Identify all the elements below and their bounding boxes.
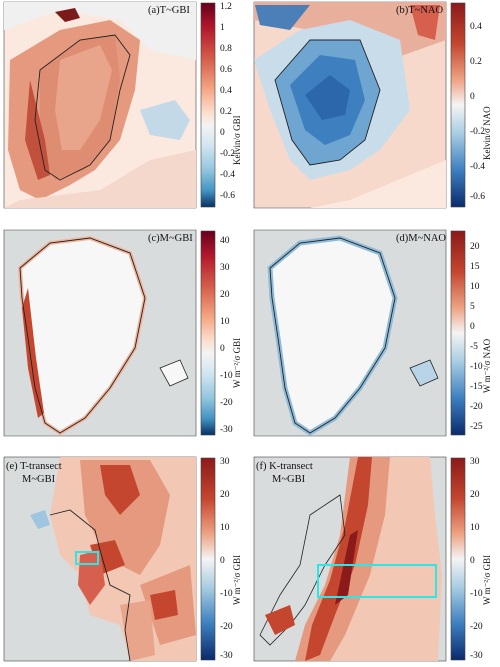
tick: -10 [220,371,233,381]
tick: -30 [220,425,233,435]
panel-e-title: (e) T-transect [6,461,62,472]
tick: 0 [220,344,225,354]
panel-f-title: (f) K-transect [256,461,313,472]
tick: 20 [220,490,230,500]
tick: 0.2 [470,57,482,67]
map-e [3,456,197,662]
tick: -0.4 [470,162,486,172]
tick: 1.2 [220,2,232,12]
tick: -0.2 [220,149,236,159]
tick: 20 [470,242,480,252]
colorbar-b-label: Kelvin/σ NAO [482,106,492,160]
tick: 40 [220,236,230,246]
tick: -15 [470,382,483,392]
colorbar-a-label: Kelvin/σ GBI [232,115,242,165]
map-b [253,1,447,209]
tick: -30 [220,651,233,661]
colorbar-c-label: W m⁻²/σ GBI [232,337,242,388]
colorbar-b [450,2,466,208]
panel-a: (a)T~GBI 1.2 1 0.8 0.6 0.4 0.2 0 -0.2 -0… [0,0,250,215]
tick: 0.2 [220,107,232,117]
tick: 15 [470,262,480,272]
tick: -0.4 [220,170,236,180]
tick: -20 [470,402,483,412]
map-d [253,229,447,437]
colorbar-d [450,230,466,436]
panel-b-title: (b)T~NAO [396,5,444,16]
tick: 30 [220,457,230,467]
tick: -10 [470,589,483,599]
tick: 0 [470,322,475,332]
tick: 10 [470,282,480,292]
panel-e-subtitle: M~GBI [22,474,56,485]
tick: 0.8 [220,44,232,54]
colorbar-e-label: W m⁻²/σ GBI [232,554,242,605]
tick: -25 [470,422,483,432]
panel-f: (f) K-transect M~GBI 30 20 10 0 -10 -20 … [250,455,500,667]
tick: 0.6 [220,65,232,75]
tick: -0.6 [470,192,486,202]
tick: 20 [470,490,480,500]
panel-b: (b)T~NAO 0.4 0.2 0 -0.2 -0.4 -0.6 Kelvin… [250,0,500,215]
tick: 1 [220,23,225,33]
tick: 10 [470,523,480,533]
map-a [3,1,197,209]
tick: 0 [220,128,225,138]
colorbar-f [450,457,466,661]
tick: 20 [220,290,230,300]
tick: -10 [470,362,483,372]
tick: 0.4 [220,86,232,96]
tick: 10 [220,523,230,533]
map-f [253,456,447,662]
tick: 10 [220,317,230,327]
tick: -10 [220,589,233,599]
panel-e: (e) T-transect M~GBI 30 20 10 0 -10 -20 … [0,455,250,667]
panel-f-subtitle: M~GBI [272,474,306,485]
colorbar-a [200,2,216,208]
tick: 0 [470,92,475,102]
colorbar-c [200,230,216,436]
panel-c-title: (c)M~GBI [148,233,193,244]
tick: -5 [470,342,478,352]
tick: 30 [470,457,480,467]
panel-d-title: (d)M~NAO [396,233,447,244]
colorbar-e [200,457,216,661]
tick: -20 [220,398,233,408]
tick: 0 [470,556,475,566]
panel-c: (c)M~GBI 40 30 20 10 0 -10 -20 -30 W m⁻²… [0,228,250,443]
tick: -30 [470,651,483,661]
colorbar-d-label: W m⁻²/σ NAO [482,338,492,393]
colorbar-f-label: W m⁻²/σ GBI [482,554,492,605]
tick: -20 [470,622,483,632]
panel-a-title: (a)T~GBI [148,5,190,16]
tick: 0 [220,556,225,566]
tick: -20 [220,622,233,632]
tick: -0.6 [220,191,236,201]
tick: 30 [220,263,230,273]
tick: 0.4 [470,22,482,32]
tick: -0.2 [470,127,486,137]
map-c [3,229,197,437]
panel-d: (d)M~NAO 20 15 10 5 0 -5 -10 -15 -20 -25… [250,228,500,443]
tick: 5 [470,302,475,312]
